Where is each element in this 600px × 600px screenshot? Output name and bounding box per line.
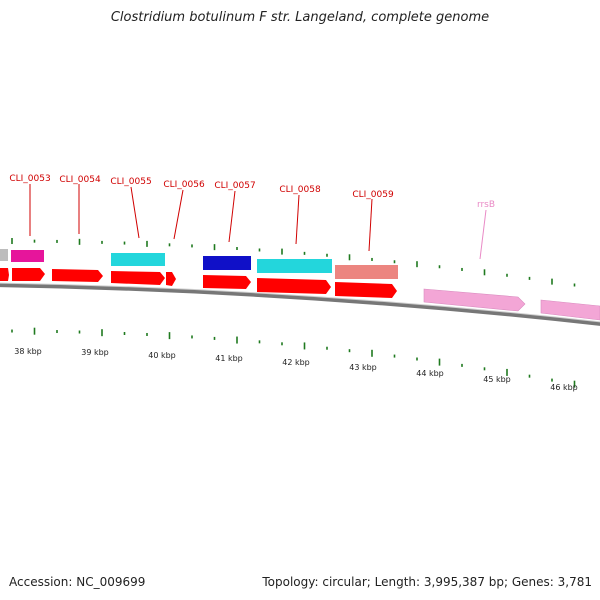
kbp-label: 41 kbp <box>215 354 243 363</box>
gene-label: rrsB <box>477 200 495 210</box>
leader-line <box>368 198 373 252</box>
cds-arrow <box>0 268 9 281</box>
outer-gc-ticks <box>11 238 576 287</box>
leader-line <box>479 209 487 260</box>
genome-summary: Topology: circular; Length: 3,995,387 bp… <box>262 575 592 589</box>
cds-arrow <box>52 269 103 282</box>
gene-label: CLI_0059 <box>352 190 394 200</box>
kbp-label: 39 kbp <box>81 348 109 357</box>
gene-label: CLI_0056 <box>163 180 205 190</box>
inner-gc-ticks <box>11 327 576 388</box>
cds-arrow <box>257 278 331 294</box>
genome-backbone <box>0 283 600 326</box>
gene-label: CLI_0057 <box>214 181 255 191</box>
kbp-label: 40 kbp <box>148 351 176 360</box>
cds-arrow <box>111 271 165 285</box>
feature-salmon <box>335 265 398 279</box>
kbp-label: 42 kbp <box>282 358 310 367</box>
feature-track-upper <box>0 249 398 279</box>
cds-track <box>0 268 397 298</box>
feature-cyan-1 <box>111 253 165 266</box>
feature-grey <box>0 249 8 261</box>
kbp-label: 46 kbp <box>550 383 578 392</box>
feature-blue <box>203 256 251 270</box>
leader-line <box>228 190 236 243</box>
genome-backbone-highlight <box>0 282 600 323</box>
cds-arrow <box>335 282 397 298</box>
cds-arrow <box>203 275 251 289</box>
gene-labels: CLI_0053 CLI_0054 CLI_0055 CLI_0056 CLI_… <box>9 174 495 210</box>
cds-arrow <box>12 268 45 281</box>
accession-text: Accession: NC_009699 <box>9 575 146 589</box>
kbp-label: 44 kbp <box>416 369 444 378</box>
rrna-arrow <box>540 299 600 321</box>
kbp-label: 38 kbp <box>14 347 42 356</box>
gene-label: CLI_0053 <box>9 174 50 184</box>
feature-magenta <box>11 250 44 262</box>
leader-line <box>295 194 300 245</box>
feature-cyan-2 <box>257 259 332 273</box>
kbp-label: 43 kbp <box>349 363 377 372</box>
gene-label: CLI_0058 <box>279 185 321 195</box>
gene-label: CLI_0055 <box>110 177 151 187</box>
label-leaders <box>29 184 487 260</box>
kbp-scale: 38 kbp 39 kbp 40 kbp 41 kbp 42 kbp 43 kb… <box>14 347 578 392</box>
gene-label: CLI_0054 <box>59 175 101 185</box>
map-title: Clostridium botulinum F str. Langeland, … <box>110 10 490 25</box>
kbp-label: 45 kbp <box>483 375 511 384</box>
rrna-track <box>423 288 600 321</box>
cds-arrow <box>166 272 176 286</box>
leader-line <box>173 189 184 240</box>
leader-line <box>130 186 140 239</box>
rrna-arrow <box>423 288 526 312</box>
